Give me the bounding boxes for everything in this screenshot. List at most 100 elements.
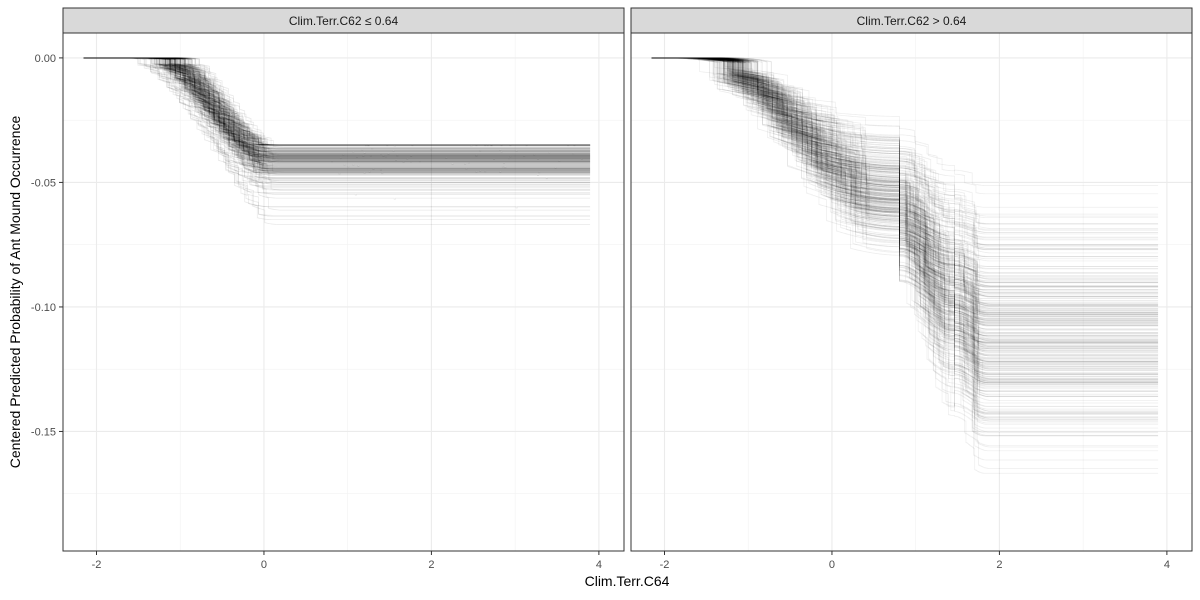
ice-curve-left xyxy=(83,57,591,159)
ice-curve-right xyxy=(651,57,1159,302)
ice-curve-right xyxy=(651,57,1159,235)
ice-curve-left xyxy=(83,57,591,159)
ice-curve-left xyxy=(83,57,591,169)
panel-right-x-axis: -2 0 2 4 xyxy=(660,551,1170,571)
ice-curve-right xyxy=(651,57,1159,343)
ice-curve-right xyxy=(651,57,1159,412)
ice-curve-right xyxy=(651,57,1159,260)
ice-curve-left xyxy=(83,57,591,173)
ice-curve-left xyxy=(83,57,591,216)
ice-curve-left xyxy=(83,57,591,195)
ice-curve-right xyxy=(651,57,1159,299)
ice-curve-right xyxy=(651,57,1159,367)
x-tick-label-right: 2 xyxy=(996,559,1002,571)
ice-curve-left xyxy=(83,57,591,146)
ice-curve-right xyxy=(651,57,1159,374)
ice-curve-right xyxy=(651,57,1159,218)
ice-curve-right xyxy=(651,57,1159,341)
ice-curve-left xyxy=(83,57,591,180)
ice-curve-right xyxy=(651,57,1159,324)
ice-curve-right xyxy=(651,57,1159,360)
ice-curve-right xyxy=(651,57,1159,326)
ice-curve-left xyxy=(83,57,591,173)
ice-curve-right xyxy=(651,57,1159,314)
ice-curve-left xyxy=(83,57,591,173)
ice-curve-left xyxy=(83,57,591,164)
ice-curve-right xyxy=(651,57,1159,362)
ice-curve-right xyxy=(651,57,1159,343)
ice-curve-left xyxy=(83,57,591,172)
ice-curve-left xyxy=(83,57,591,152)
ice-curve-right xyxy=(651,57,1159,344)
ice-curve-right xyxy=(651,57,1159,297)
ice-curve-left xyxy=(83,57,591,184)
ice-curve-left xyxy=(83,57,591,146)
ice-curve-right xyxy=(651,57,1159,393)
ice-curve-right xyxy=(651,57,1159,307)
ice-curve-left xyxy=(83,57,591,159)
ice-curve-right xyxy=(651,57,1159,349)
x-tick-label-left: 2 xyxy=(428,559,434,571)
ice-curve-right xyxy=(651,57,1159,414)
ice-curve-left xyxy=(83,57,591,161)
ice-curve-right xyxy=(651,57,1159,247)
ice-curve-right xyxy=(651,57,1159,429)
ice-curve-right xyxy=(651,57,1159,287)
ice-curve-right xyxy=(651,57,1159,413)
ice-curve-left xyxy=(83,57,591,160)
ice-curve-left xyxy=(83,57,591,158)
ice-curve-left xyxy=(83,57,591,179)
ice-curve-right xyxy=(651,57,1159,375)
ice-curve-right xyxy=(651,57,1159,381)
ice-curve-right xyxy=(651,57,1159,375)
ice-curve-right xyxy=(651,57,1159,297)
ice-curve-right xyxy=(651,57,1159,359)
ice-curve-left xyxy=(83,57,591,163)
ice-curve-right xyxy=(651,57,1159,311)
ice-curve-left xyxy=(83,57,591,150)
ice-curve-right xyxy=(651,57,1159,233)
ice-curve-right xyxy=(651,57,1159,249)
ice-curve-left xyxy=(83,57,591,146)
ice-curve-right xyxy=(651,57,1159,340)
ice-curve-right xyxy=(651,57,1159,306)
ice-curve-right xyxy=(651,57,1159,376)
panel-left-curves xyxy=(83,57,591,225)
ice-curve-right xyxy=(651,57,1159,316)
ice-curve-right xyxy=(651,57,1159,404)
ice-curve-right xyxy=(651,57,1159,333)
ice-curve-right xyxy=(651,57,1159,382)
ice-curve-left xyxy=(83,57,591,170)
ice-curve-right xyxy=(651,57,1159,307)
panel-right-background xyxy=(631,33,1192,551)
ice-curve-right xyxy=(651,57,1159,415)
ice-curve-right xyxy=(651,57,1159,267)
ice-curve-right xyxy=(651,57,1159,362)
ice-curve-right xyxy=(651,57,1159,360)
ice-curve-left xyxy=(83,57,591,208)
ice-curve-right xyxy=(651,57,1159,314)
ice-curve-left xyxy=(83,57,591,146)
ice-curve-right xyxy=(651,57,1159,395)
ice-curve-right xyxy=(651,57,1159,324)
ice-curve-right xyxy=(651,57,1159,369)
ice-curve-left xyxy=(83,57,591,170)
ice-curve-right xyxy=(651,57,1159,302)
ice-curve-right xyxy=(651,57,1159,276)
ice-curve-right xyxy=(651,57,1159,352)
ice-curve-right xyxy=(651,57,1159,288)
ice-curve-left xyxy=(83,57,591,170)
ice-curve-left xyxy=(83,57,591,156)
ice-curve-left xyxy=(83,57,591,170)
ice-curve-right xyxy=(651,57,1159,288)
panel-right-curves xyxy=(651,57,1159,474)
ice-curve-left xyxy=(83,57,591,174)
ice-curve-right xyxy=(651,57,1159,337)
ice-curve-left xyxy=(83,57,591,155)
ice-curve-right xyxy=(651,57,1159,334)
ice-curve-right xyxy=(651,57,1159,269)
ice-curve-right xyxy=(651,57,1159,389)
ice-curve-right xyxy=(651,57,1159,353)
ice-curve-right xyxy=(651,57,1159,310)
ice-curve-right xyxy=(651,57,1159,317)
